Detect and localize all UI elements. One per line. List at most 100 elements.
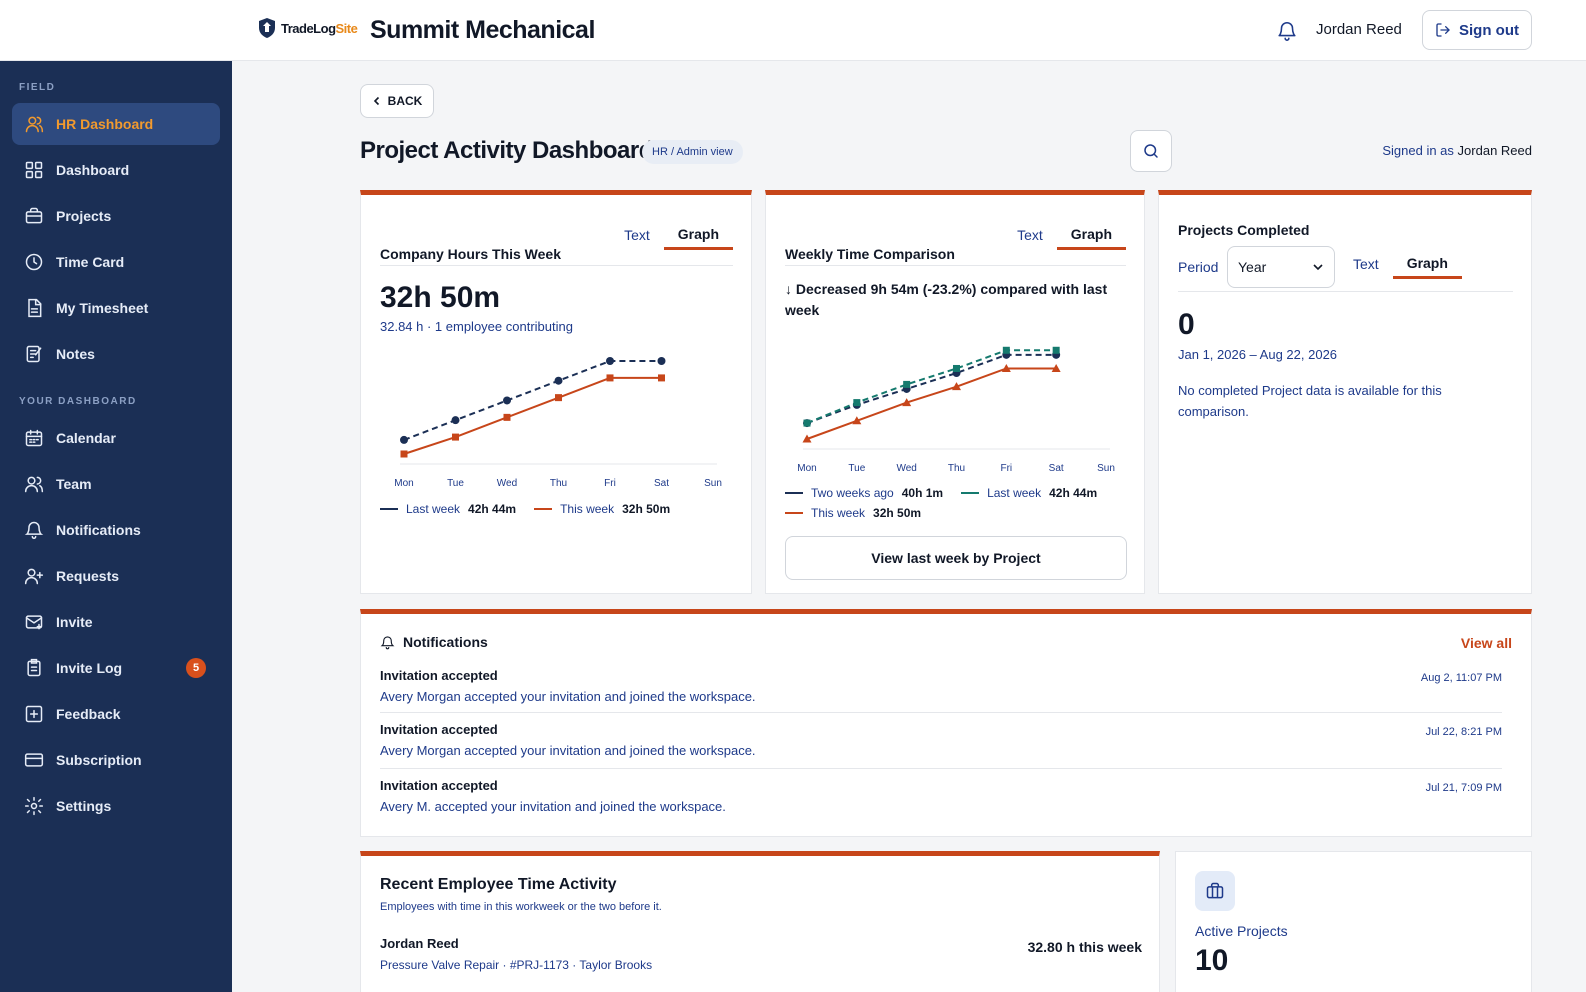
weekly-comparison-title: Weekly Time Comparison (785, 246, 955, 262)
active-projects-value: 10 (1195, 944, 1229, 977)
x-tick-label: Thu (550, 478, 567, 489)
sidebar-item-label: Time Card (56, 254, 125, 270)
sidebar-item-requests[interactable]: Requests (12, 555, 220, 597)
company-hours-legend: Last week 42h 44m This week 32h 50m (380, 502, 688, 516)
legend-value: 32h 50m (873, 506, 922, 520)
brand-logo[interactable]: TradeLogSite (258, 17, 358, 39)
weekly-comparison-chart: Mon Tue Wed Thu Fri Sat Sun (797, 346, 1115, 474)
x-tick-label: Sat (1049, 463, 1064, 474)
sidebar-item-subscription[interactable]: Subscription (12, 739, 220, 781)
sidebar-item-label: Invite Log (56, 660, 123, 676)
sidebar-item-invite[interactable]: Invite (12, 601, 220, 643)
calendar-icon (25, 429, 43, 447)
sign-out-button[interactable]: Sign out (1422, 10, 1532, 50)
data-point (606, 374, 614, 382)
tab-text[interactable]: Text (1017, 227, 1043, 243)
legend-swatch-two-weeks-ago (785, 492, 803, 494)
period-select-value: Year (1238, 259, 1267, 275)
clipboard-icon (27, 658, 41, 677)
back-label: BACK (387, 94, 423, 108)
period-select[interactable]: Year (1227, 246, 1335, 288)
weekly-comparison-legend-row2: This week 32h 50m (785, 506, 939, 520)
data-point (503, 396, 511, 405)
sidebar-item-invite-log[interactable]: Invite Log 5 (12, 647, 220, 689)
data-point (657, 357, 666, 365)
data-point (1001, 363, 1011, 372)
sidebar-item-settings[interactable]: Settings (12, 785, 220, 827)
sidebar-item-label: Notes (56, 346, 95, 362)
sidebar-item-label: HR Dashboard (56, 116, 154, 132)
sidebar-item-label: Requests (56, 568, 120, 584)
view-last-week-by-project-button[interactable]: View last week by Project (785, 536, 1127, 580)
sidebar-item-team[interactable]: Team (12, 463, 220, 505)
legend-swatch-this-week (785, 512, 803, 514)
company-hours-value: 32h 50m (380, 281, 501, 314)
tab-graph[interactable]: Graph (1392, 249, 1462, 279)
sidebar-section-field: FIELD (19, 82, 56, 93)
data-point (400, 450, 408, 458)
data-point (903, 380, 911, 388)
x-tick-label: Sun (704, 478, 722, 489)
sidebar-item-hr-dashboard[interactable]: HR Dashboard (12, 103, 220, 145)
weekly-comparison-legend-row1: Two weeks ago 40h 1m Last week 42h 44m (785, 486, 1115, 500)
user-plus-icon (24, 568, 44, 585)
notification-divider (380, 712, 1502, 713)
x-tick-label: Tue (848, 463, 865, 474)
active-projects-card[interactable]: Active Projects 10 (1175, 851, 1532, 992)
projects-completed-range: Jan 1, 2026 – Aug 22, 2026 (1178, 347, 1338, 362)
sidebar-item-feedback[interactable]: Feedback (12, 693, 220, 735)
data-point (1051, 363, 1061, 372)
tab-text[interactable]: Text (624, 227, 650, 243)
tab-text[interactable]: Text (1353, 256, 1379, 272)
legend-name: This week (560, 502, 615, 516)
notification-item[interactable]: Invitation accepted Avery M. accepted yo… (380, 778, 1502, 814)
projects-completed-value: 0 (1178, 308, 1195, 341)
data-point (554, 376, 563, 385)
company-hours-sub: 32.84 h · 1 employee contributing (380, 319, 573, 334)
notification-item[interactable]: Invitation accepted Avery Morgan accepte… (380, 668, 1502, 704)
sidebar-item-dashboard[interactable]: Dashboard (12, 149, 220, 191)
top-bar: TradeLogSite Summit Mechanical Jordan Re… (0, 0, 1586, 61)
back-button[interactable]: BACK (360, 84, 434, 118)
tab-graph[interactable]: Graph (1056, 220, 1126, 250)
tab-graph[interactable]: Graph (663, 220, 733, 250)
weekly-comparison-card: Weekly Time Comparison Text Graph ↓ Decr… (765, 190, 1145, 594)
signed-in-user: Jordan Reed (1457, 143, 1532, 158)
series-line (806, 353, 1057, 425)
data-point (606, 357, 614, 365)
bell-icon (24, 521, 44, 540)
legend-value: 40h 1m (901, 486, 944, 500)
notification-item[interactable]: Invitation accepted Avery Morgan accepte… (380, 722, 1502, 758)
sidebar-item-notifications[interactable]: Notifications (12, 509, 220, 551)
view-all-link[interactable]: View all (1460, 635, 1512, 651)
x-tick-label: Sat (654, 478, 669, 489)
sign-out-label: Sign out (1459, 21, 1519, 39)
sidebar-item-label: Calendar (56, 430, 116, 446)
bell-icon[interactable] (1276, 20, 1298, 42)
brand-suffix: Site (335, 20, 358, 36)
sidebar-item-projects[interactable]: Projects (12, 195, 220, 237)
data-point (902, 398, 912, 407)
active-projects-icon-wrap (1195, 871, 1235, 911)
sidebar-item-my-timesheet[interactable]: My Timesheet (12, 287, 220, 329)
user-name[interactable]: Jordan Reed (1316, 21, 1402, 38)
sidebar-item-time-card[interactable]: Time Card (12, 241, 220, 283)
sidebar-item-label: Team (56, 476, 92, 492)
sidebar-item-label: Dashboard (56, 162, 130, 178)
notification-title: Invitation accepted (380, 778, 498, 793)
activity-row[interactable]: Jordan Reed Pressure Valve Repair · #PRJ… (380, 936, 1142, 972)
card-divider (1178, 291, 1513, 292)
brand-name: TradeLogSite (281, 20, 358, 36)
data-point (952, 382, 961, 391)
projects-completed-empty-message: No completed Project data is available f… (1178, 383, 1442, 419)
data-point (452, 433, 459, 441)
legend-swatch-last-week (961, 492, 980, 494)
sidebar-item-calendar[interactable]: Calendar (12, 417, 220, 459)
sidebar-item-notes[interactable]: Notes (12, 333, 220, 375)
card-icon (24, 753, 44, 767)
search-button[interactable] (1130, 130, 1172, 172)
x-tick-label: Wed (896, 463, 916, 474)
legend-name: This week (811, 506, 866, 520)
legend-value: 42h 44m (468, 502, 517, 516)
series-line (403, 360, 662, 441)
